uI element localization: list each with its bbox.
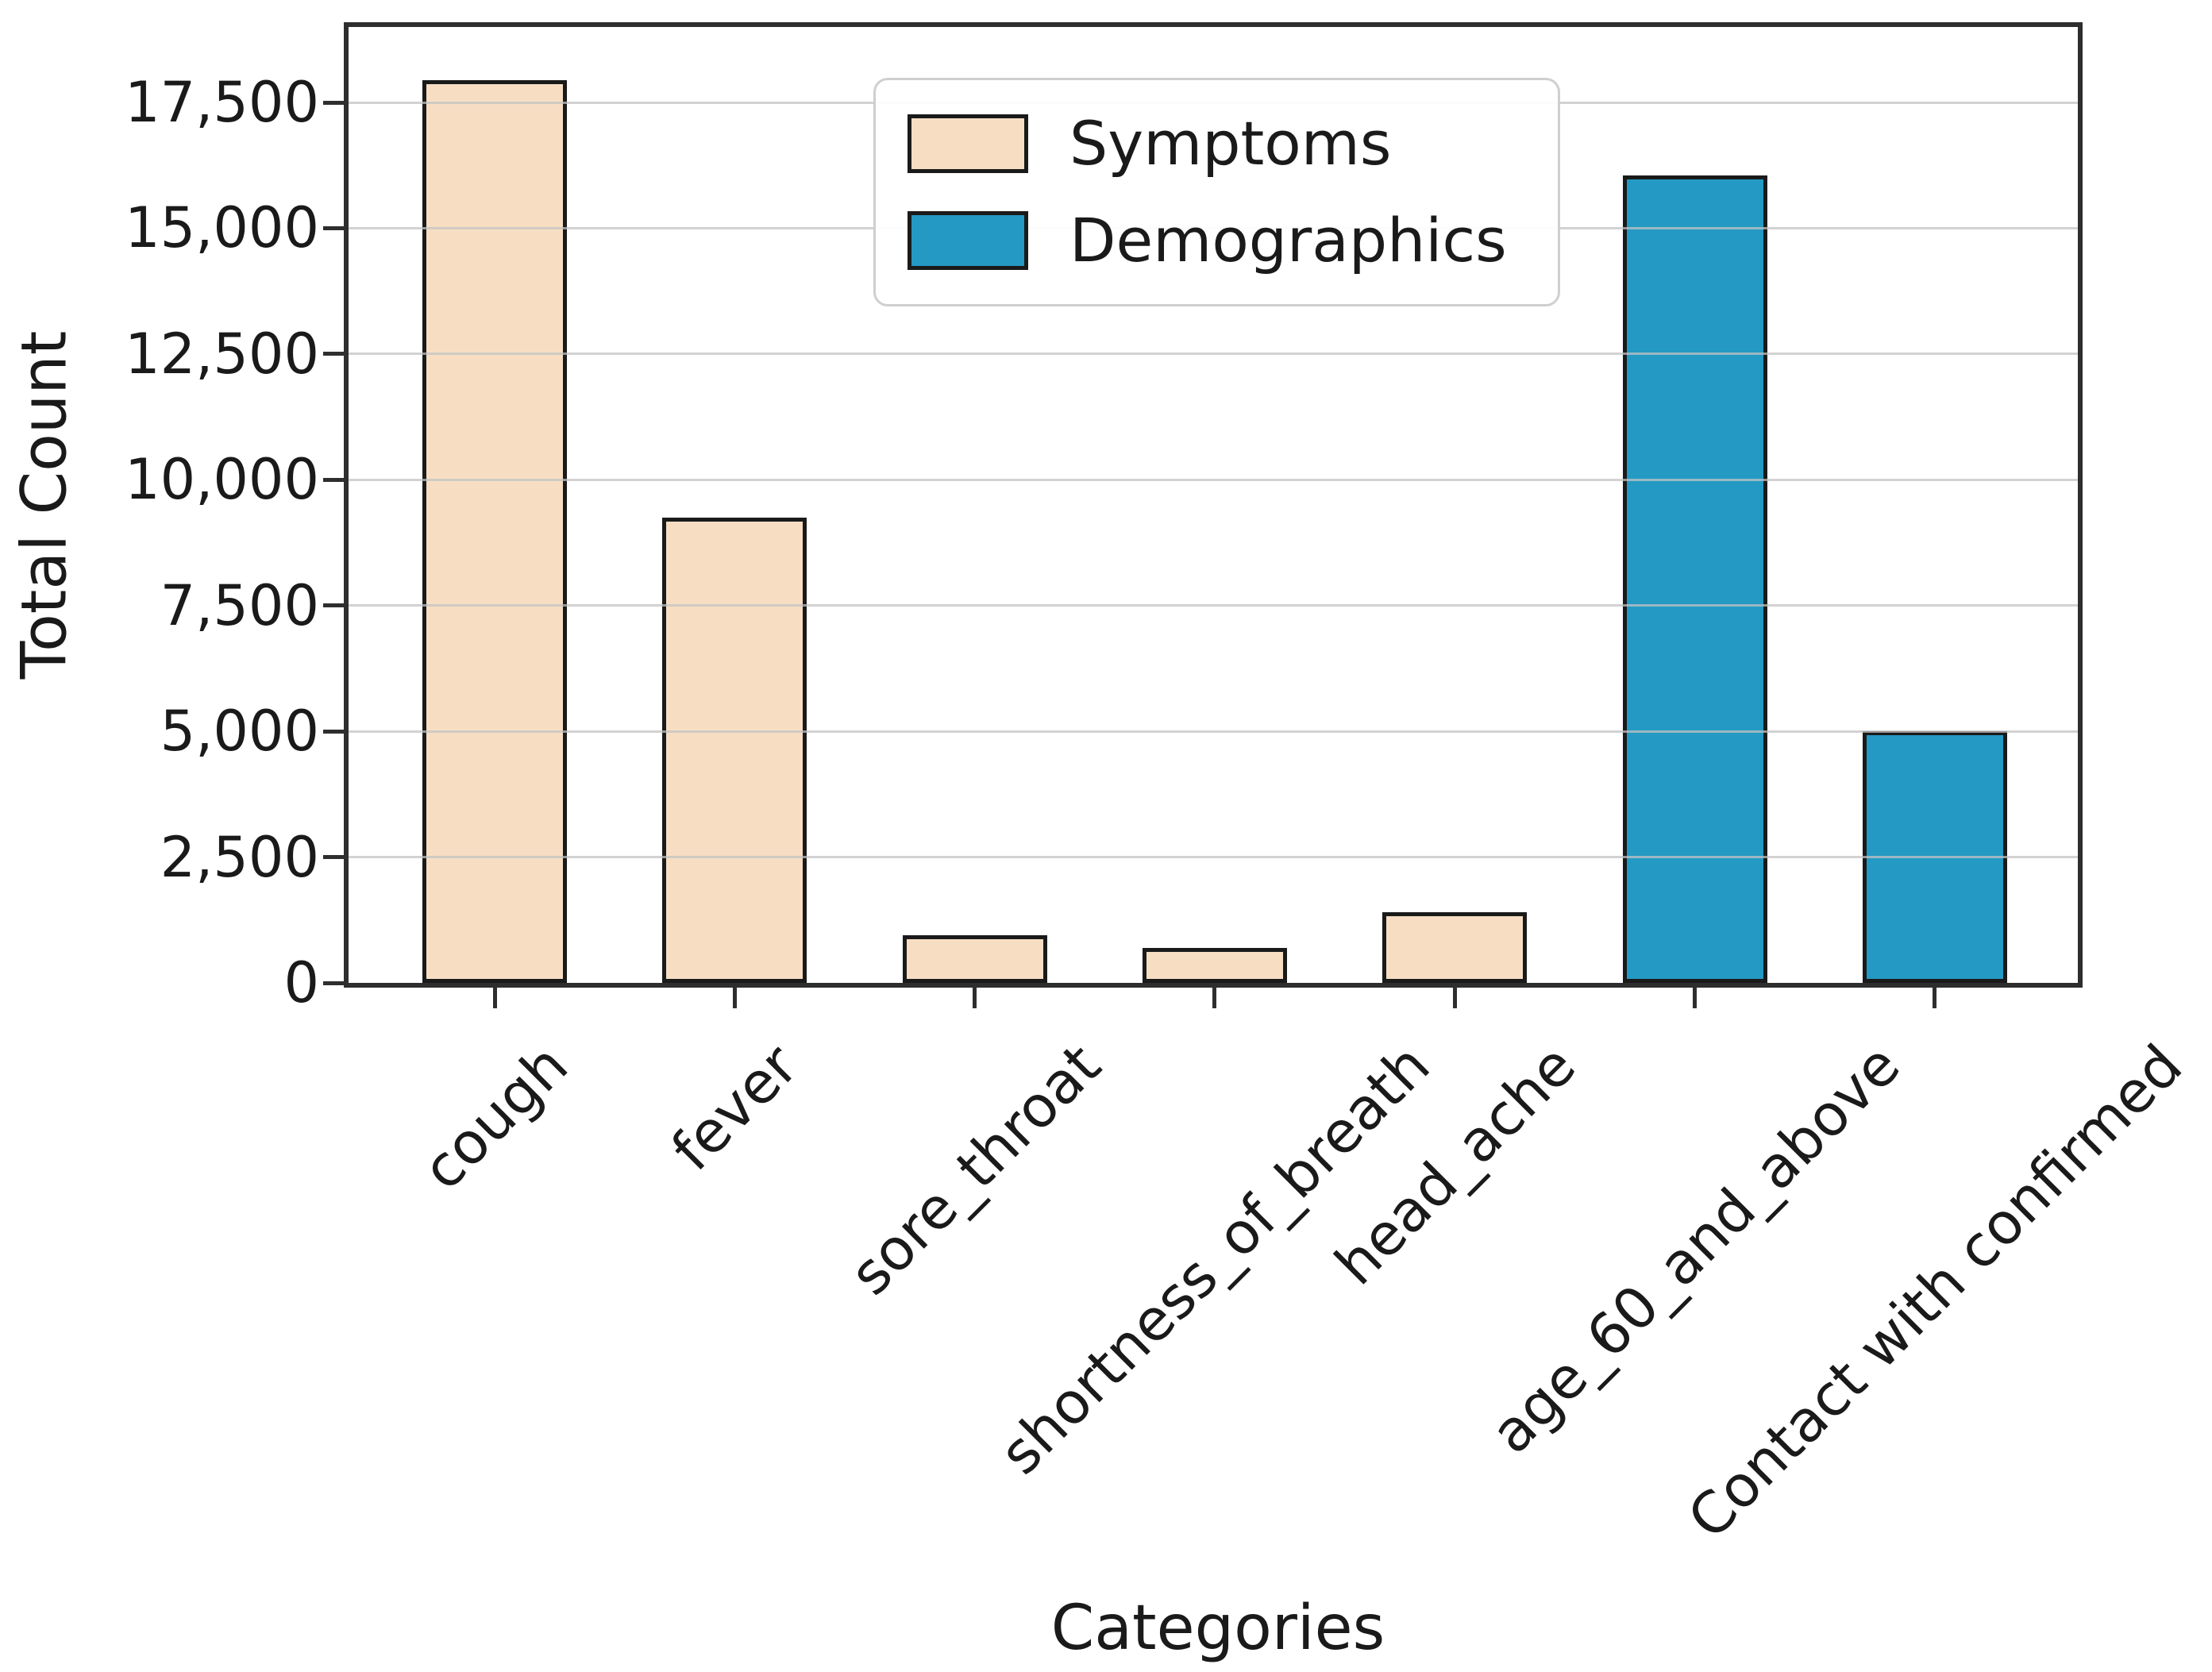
- y-tick-label-7500: 7,500: [160, 572, 319, 638]
- y-tick-label-17500: 17,500: [125, 70, 319, 136]
- plot-area: Symptoms Demographics: [344, 22, 2083, 988]
- x-tick-label-cough: cough: [409, 1031, 580, 1203]
- y-tick-label-10000: 10,000: [125, 447, 319, 513]
- x-axis-title: Categories: [1050, 1593, 1385, 1664]
- y-tick-mark-2500: [323, 855, 344, 860]
- plot-inner-area: Symptoms Demographics: [349, 27, 2078, 983]
- y-tick-label-15000: 15,000: [125, 195, 319, 261]
- gridline-y-5000: [349, 730, 2078, 733]
- y-tick-mark-7500: [323, 603, 344, 608]
- legend-label-demographics: Demographics: [1069, 205, 1507, 275]
- x-tick-mark-4: [1212, 988, 1217, 1008]
- y-tick-mark-5000: [323, 729, 344, 734]
- bar-shortness-of-breath: [1142, 947, 1287, 983]
- bar-cough: [422, 79, 567, 983]
- y-tick-mark-17500: [323, 100, 344, 105]
- x-tick-mark-7: [1933, 988, 1937, 1008]
- gridline-y-12500: [349, 353, 2078, 356]
- legend-item-symptoms: Symptoms: [908, 109, 1507, 179]
- gridline-y-2500: [349, 856, 2078, 859]
- x-tick-label-fever: fever: [658, 1031, 811, 1184]
- x-tick-mark-5: [1452, 988, 1457, 1008]
- x-tick-mark-2: [732, 988, 737, 1008]
- y-tick-label-12500: 12,500: [125, 321, 319, 387]
- y-tick-mark-15000: [323, 225, 344, 230]
- x-tick-mark-3: [973, 988, 977, 1008]
- bar-age-60-and-above: [1622, 175, 1767, 983]
- y-tick-label-5000: 5,000: [160, 699, 319, 765]
- x-tick-mark-6: [1693, 988, 1698, 1008]
- bar-head-ache: [1382, 912, 1528, 983]
- y-tick-label-2500: 2,500: [160, 824, 319, 890]
- bar-fever: [662, 517, 807, 983]
- legend-label-symptoms: Symptoms: [1069, 108, 1392, 179]
- y-tick-label-0: 0: [283, 950, 319, 1015]
- y-tick-mark-10000: [323, 477, 344, 482]
- legend-swatch-symptoms: [908, 114, 1028, 173]
- y-tick-mark-0: [323, 980, 344, 985]
- gridline-y-10000: [349, 478, 2078, 481]
- legend-item-demographics: Demographics: [908, 206, 1507, 275]
- x-tick-mark-1: [492, 988, 497, 1008]
- bar-sore-throat: [902, 934, 1047, 983]
- legend: Symptoms Demographics: [873, 78, 1560, 306]
- gridline-y-7500: [349, 604, 2078, 607]
- x-tick-label-contact-with-confirmed: Contact with confirmed: [1674, 1031, 2195, 1552]
- y-tick-mark-12500: [323, 352, 344, 356]
- x-tick-label-sore-throat: sore_throat: [836, 1031, 1113, 1308]
- legend-swatch-demographics: [908, 211, 1028, 270]
